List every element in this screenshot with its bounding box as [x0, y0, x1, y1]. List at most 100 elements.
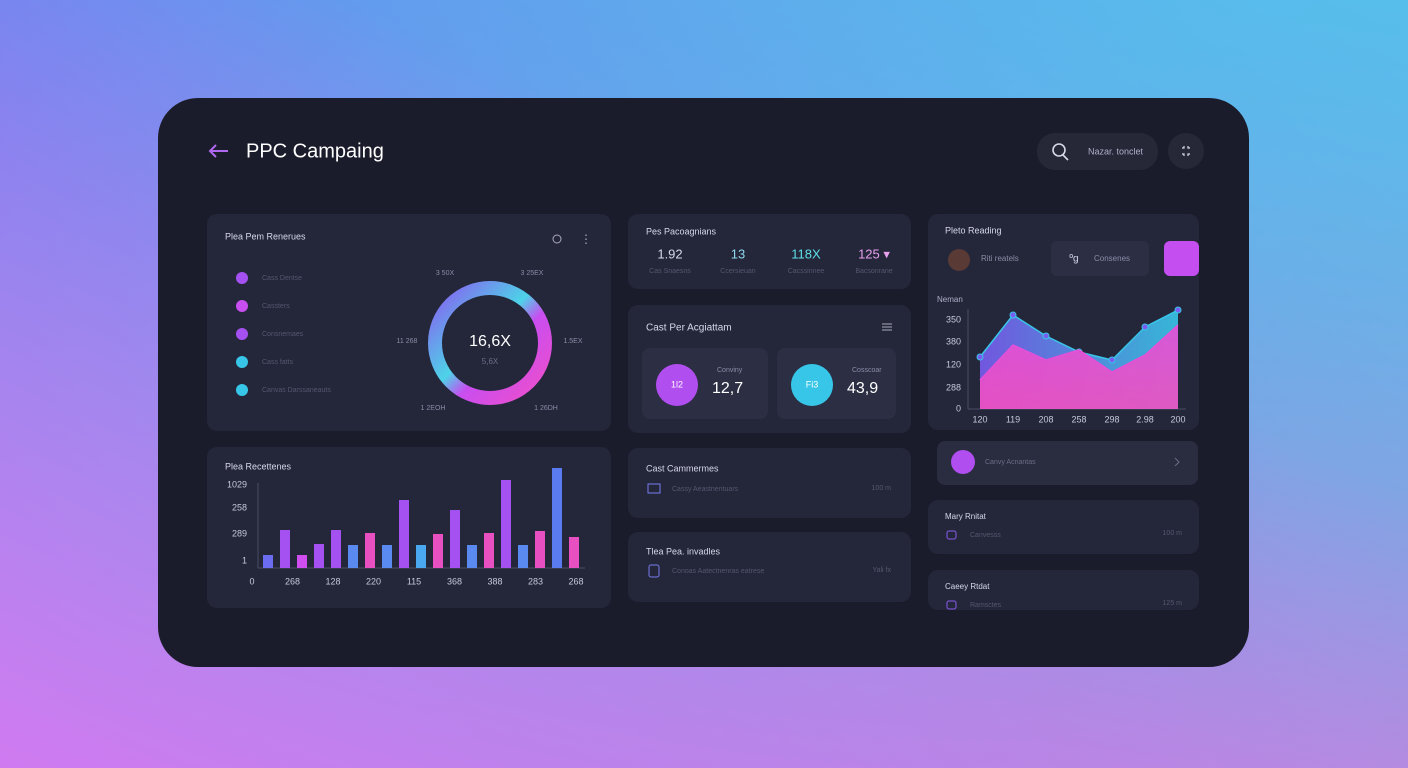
x-tick-label: 128	[325, 576, 340, 586]
area	[980, 325, 1178, 409]
panel-title: Plea Pem Renerues	[225, 231, 306, 241]
search-text: Nazar. tonclet	[1088, 146, 1144, 156]
metric-value: 12,7	[712, 380, 743, 397]
stat-label: Bacsonrane	[855, 268, 892, 275]
item-label: Canvas Darssaneauts	[262, 387, 331, 394]
stat-value: 1.92	[657, 246, 682, 261]
metric-label: Cosscoar	[852, 367, 882, 374]
search-icon	[1052, 143, 1066, 157]
back-button[interactable]	[208, 144, 228, 158]
menu-icon[interactable]: ⋮	[580, 232, 592, 246]
donut-label: 3 25EX	[521, 270, 544, 277]
card-fade	[928, 610, 1199, 620]
x-tick-label: 268	[285, 576, 300, 586]
x-tick-label: 119	[1006, 414, 1020, 424]
row-value: 100 m	[872, 485, 892, 492]
y-tick-label: 1	[242, 555, 247, 565]
donut-center: 16,6X	[469, 333, 511, 350]
panel-title: Plea Recettenes	[225, 461, 292, 471]
row-icon	[946, 530, 957, 540]
bar	[569, 537, 579, 568]
line	[979, 324, 1179, 381]
item-icon	[236, 384, 248, 396]
badge-text: Fi3	[806, 379, 819, 389]
panel-title: Cast Per Acgiattam	[646, 323, 732, 334]
point	[1141, 323, 1149, 331]
button-icon: ºg	[1069, 254, 1078, 265]
x-tick-label: 298	[1104, 414, 1119, 424]
x-tick-label: 258	[1071, 414, 1086, 424]
row-card[interactable]	[937, 441, 1198, 485]
donut-label: 3 50X	[436, 270, 455, 277]
point	[1174, 306, 1182, 314]
y-tick-label: 350	[946, 314, 961, 324]
row-icon	[951, 450, 975, 474]
button-label: Consenes	[1094, 254, 1130, 263]
row-text: Canvesss	[970, 532, 1001, 539]
row-icon	[648, 564, 660, 578]
panel	[928, 500, 1199, 554]
menu-icon[interactable]	[882, 323, 892, 331]
panel-title: Tlea Pea. invadles	[646, 546, 721, 556]
item-icon	[236, 328, 248, 340]
item-label: Cass fatts	[262, 359, 294, 366]
bar	[518, 545, 528, 568]
donut-ring	[428, 281, 552, 405]
bar	[501, 480, 511, 568]
row-value: 100 m	[1163, 530, 1183, 537]
y-tick-label: 380	[946, 336, 961, 346]
bar	[314, 544, 324, 568]
x-tick-label: 200	[1170, 414, 1185, 424]
panel-title: Caeey Rtdat	[945, 582, 990, 591]
row-text: Conoas Aatectnenras eatrese	[672, 568, 764, 575]
y-tick-label: 288	[946, 382, 961, 392]
stat-value: 13	[731, 246, 745, 261]
stat-label: Cacssinnee	[788, 268, 825, 275]
panel-title: Pleto Reading	[945, 225, 1002, 235]
x-tick-label: 388	[487, 576, 502, 586]
bar	[433, 534, 443, 568]
row-icon	[946, 600, 957, 610]
bar	[450, 510, 460, 568]
item-label: Cassters	[262, 303, 290, 310]
donut-label: 1 2EOH	[421, 405, 446, 412]
panel	[628, 532, 911, 602]
donut-label: 1.5EX	[563, 338, 582, 345]
y-tick-label: 1029	[227, 479, 247, 489]
bar	[416, 545, 426, 568]
x-tick-label: 220	[366, 576, 381, 586]
badge	[656, 364, 698, 406]
search-icon	[1062, 154, 1069, 161]
bar	[399, 500, 409, 568]
donut-label: 11 268	[397, 338, 418, 345]
bar	[297, 555, 307, 568]
search-icon[interactable]	[552, 234, 562, 244]
item-label: Consnemaes	[262, 331, 304, 338]
metric-value: 43,9	[847, 380, 878, 397]
point	[1042, 332, 1050, 340]
x-tick-label: 2.98	[1136, 414, 1154, 424]
chevron	[1174, 457, 1180, 467]
panel	[207, 214, 611, 431]
point	[1108, 356, 1116, 364]
x-tick-label: 208	[1038, 414, 1053, 424]
bar	[348, 545, 358, 568]
y-axis-label: Neman	[937, 295, 963, 304]
donut-label: 1 26DH	[534, 405, 558, 412]
action-button[interactable]	[1164, 241, 1199, 276]
metric-label: Conviny	[717, 367, 743, 374]
panel-title: Mary Rnitat	[945, 512, 987, 521]
x-tick-label: 0	[249, 576, 254, 586]
page-title: PPC Campaing	[246, 140, 384, 162]
bar	[365, 533, 375, 568]
y-tick-label: 289	[232, 528, 247, 538]
point	[976, 353, 984, 361]
bar	[535, 531, 545, 568]
row-icon	[647, 483, 661, 494]
y-tick-label: 258	[232, 502, 247, 512]
expand-button[interactable]	[1168, 133, 1204, 169]
search-box[interactable]	[1037, 133, 1158, 170]
button[interactable]	[1051, 241, 1149, 276]
